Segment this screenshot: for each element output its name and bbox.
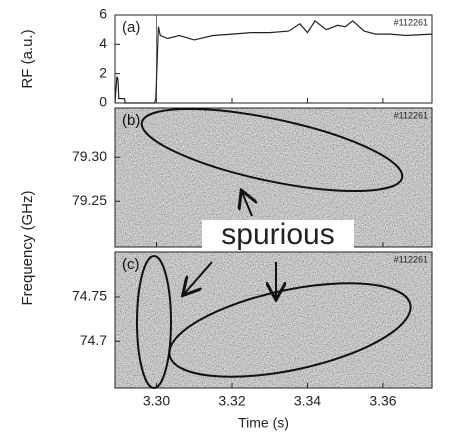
annotation: spurious [221,218,334,251]
y-tick-label: 6 [99,6,107,22]
y-axis-label: Frequency (GHz) [19,190,36,305]
panel-label: (c) [122,256,140,273]
plot-frame [114,14,433,104]
shot-number: #112261 [394,110,428,120]
shot-number: #112261 [394,254,428,264]
panel-label: (a) [122,19,140,36]
y-axis-label: RF (a.u.) [19,29,36,88]
plot-frame [114,251,433,389]
y-tick-label: 0 [99,94,107,110]
panel-label: (b) [122,112,140,129]
x-tick-label: 3.30 [143,393,170,409]
highlight-ellipse [136,255,172,389]
arrow [184,261,213,294]
y-tick-label: 79.25 [72,192,107,208]
shot-number: #112261 [394,17,428,27]
plot-area [115,15,432,103]
y-tick-label: 2 [99,64,107,80]
x-tick-label: 3.36 [369,393,396,409]
x-tick-label: 3.34 [294,393,321,409]
rf-line [114,20,433,104]
label-background [202,220,354,250]
y-tick-label: 4 [99,35,107,51]
y-tick-label: 74.7 [80,332,107,348]
spectrogram-image [115,252,432,388]
y-tick-label: 74.75 [72,288,107,304]
highlight-ellipse [140,107,404,193]
x-tick-label: 3.32 [218,393,245,409]
arrow [242,192,252,217]
y-tick-label: 79.30 [72,148,107,164]
x-axis-label: Time (s) [238,415,289,431]
